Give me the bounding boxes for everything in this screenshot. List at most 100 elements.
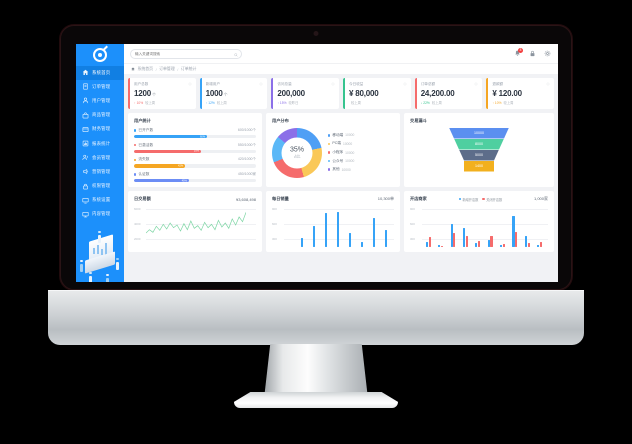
sidebar-item-10[interactable]: 内容管理: [76, 207, 124, 221]
stat-note: 较上周: [216, 100, 227, 105]
sidebar-item-9[interactable]: 系统设置: [76, 193, 124, 207]
sidebar-item-6[interactable]: 会员管理: [76, 151, 124, 165]
screen-icon: [82, 211, 89, 218]
sidebar-item-4[interactable]: 财务管理: [76, 122, 124, 136]
bar-0: [425, 241, 428, 248]
stat-card-5[interactable]: 退款额 ¥ 120.00 ↑ 10% 较上周: [486, 78, 555, 109]
home-icon: [82, 69, 89, 76]
panel-row-1: 用户统计 已开户数 600/1000个 60% 已激活数 550/1000个 55% 流失数…: [128, 112, 554, 188]
sidebar-item-3[interactable]: 商品管理: [76, 108, 124, 122]
stat-title: 订单总额: [420, 81, 436, 86]
stat-title: 用户总数: [134, 81, 149, 86]
bar-1: [490, 235, 493, 248]
wallet-icon: [82, 126, 89, 133]
breadcrumb-sep: /: [155, 66, 157, 72]
stat-card-0[interactable]: 用户总数 1200个 ↑ 10% 较上周: [128, 78, 196, 109]
progress-label-text: 认证数: [138, 172, 150, 177]
sidebar-item-5[interactable]: 报表统计: [76, 136, 124, 150]
progress-label: 认证数: [134, 172, 149, 177]
color-dot: [458, 198, 461, 201]
gear-icon[interactable]: [259, 81, 263, 86]
bar-1: [465, 236, 468, 248]
lock-icon[interactable]: [528, 49, 537, 58]
donut-center: 35% 占比: [281, 137, 313, 168]
gear-icon[interactable]: [546, 81, 550, 86]
y-tick: 300: [410, 237, 415, 242]
chart-legend: 新增开店数 关闭开店数: [458, 197, 502, 202]
progress-item-2: 流失数 420/1000个 42%: [134, 157, 256, 168]
breadcrumb-item-0[interactable]: 系统首页: [137, 66, 154, 71]
stat-value: 1000个: [205, 88, 228, 98]
legend-item-0[interactable]: 新增开店数: [458, 197, 478, 202]
search-input[interactable]: [135, 51, 237, 56]
bar-1: [453, 232, 456, 248]
bar-group-8: [524, 235, 530, 248]
stat-note: 较上周: [145, 100, 156, 105]
stat-card-2[interactable]: 访问总量 200,000 ↑ 15% 较昨日: [271, 78, 340, 109]
stat-subtext: ↑ 15% 较昨日: [277, 100, 335, 105]
progress-label: 已激活数: [134, 143, 153, 148]
breadcrumb-item-1[interactable]: 订单管理: [159, 66, 175, 71]
funnel-layer-0: 10000 访问人数: [449, 127, 509, 139]
bar-group-2: [450, 224, 456, 248]
donut-caption: 占比: [293, 154, 301, 159]
gear-icon[interactable]: [474, 81, 479, 86]
target-icon: [93, 47, 107, 62]
magnifier-icon: [234, 52, 238, 57]
breadcrumb-item-2: 订单统计: [180, 66, 197, 71]
gear-icon[interactable]: [543, 49, 552, 58]
color-dot: [328, 151, 331, 154]
sidebar-item-0[interactable]: 系统首页: [76, 65, 124, 80]
bar-6: [360, 241, 364, 248]
legend-item-3[interactable]: 公众号 10000: [328, 159, 354, 164]
legend-item-0[interactable]: 移动端 10000: [328, 133, 354, 138]
sidebar-nav: 系统首页 订单管理 用户管理 商品管理 财务管理 报表统计 会员管理 营销管理 权限管理系统设置…: [76, 65, 124, 222]
content-area: 用户总数 1200个 ↑ 10% 较上周 新增用户 1000个 ↑ 12% 较上周 访问总量 20…: [124, 74, 558, 282]
stat-delta: ↑ 15%: [277, 100, 287, 105]
gear-icon[interactable]: [403, 81, 407, 86]
line-series: [146, 205, 246, 247]
stat-card-1[interactable]: 新增用户 1000个 ↑ 12% 较上周: [199, 78, 268, 109]
dashboard-app: 系统首页 订单管理 用户管理 商品管理 财务管理 报表统计 会员管理 营销管理 权限管理 系统设置…: [76, 44, 558, 282]
y-tick: 2000: [134, 237, 141, 242]
legend-item-1[interactable]: PC端 10000: [328, 141, 354, 146]
color-dot: [328, 134, 331, 137]
stat-value: 24,200.00: [420, 88, 455, 98]
home-icon: [131, 67, 135, 71]
sidebar-item-8[interactable]: 权限管理: [76, 179, 124, 193]
member-icon: [82, 154, 89, 161]
funnel-label: 成交人数: [498, 164, 512, 169]
stat-subtext: ↓ 22% 较上周: [421, 100, 479, 105]
sidebar-item-1[interactable]: 订单管理: [76, 80, 124, 94]
line-chart: 6000 4000 2000: [134, 205, 256, 247]
progress-fill: 55%: [134, 149, 202, 153]
panel-metric: 10,300单: [377, 196, 394, 202]
gear-icon[interactable]: [331, 81, 335, 86]
progress-percent: 55%: [193, 149, 200, 153]
funnel-label: 访问人数: [513, 131, 527, 136]
panel-title: 日交易额: [134, 196, 151, 202]
panel-title: 开店商家: [410, 196, 427, 202]
legend-item-2[interactable]: 小程序 10000: [328, 150, 354, 155]
legend-item-1[interactable]: 关闭开店数: [482, 197, 502, 202]
progress-percent: 42%: [178, 164, 184, 168]
stat-subtext: ↑ 12% 较上周: [206, 100, 264, 105]
sidebar-item-label: 系统设置: [92, 197, 111, 203]
stat-card-4[interactable]: 订单总额 24,200.00 ↓ 22% 较上周: [414, 78, 483, 109]
stat-card-3[interactable]: 今日收益 ¥ 80,000 较上周: [343, 78, 411, 109]
y-tick: 4000: [134, 222, 141, 227]
gear-icon[interactable]: [188, 81, 192, 86]
panel-funnel: 交易漏斗 10000 访问人数 8000 咨询人数 5000 下单人数 1400 成交人数: [404, 112, 554, 188]
app-logo[interactable]: [76, 44, 124, 66]
search-box[interactable]: [130, 48, 242, 59]
legend-label: 小程序: [332, 150, 344, 154]
bell-icon[interactable]: 8: [513, 48, 523, 58]
sidebar-item-2[interactable]: 用户管理: [76, 94, 124, 108]
document-icon: [82, 83, 89, 90]
legend-item-4[interactable]: 其他 10000: [328, 167, 354, 172]
bar-1: [502, 243, 505, 248]
color-dot: [134, 143, 137, 147]
color-dot: [482, 198, 485, 201]
bar-0: [462, 228, 466, 248]
sidebar-item-7[interactable]: 营销管理: [76, 165, 124, 179]
